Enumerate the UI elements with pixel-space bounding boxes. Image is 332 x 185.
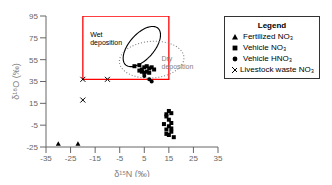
html-text:Vehicle HNO₃: Vehicle HNO₃ bbox=[243, 54, 293, 63]
svg-text:-15: -15 bbox=[89, 154, 101, 163]
svg-text:δ¹⁸O (‰): δ¹⁸O (‰) bbox=[11, 63, 21, 99]
svg-text:Drydeposition: Drydeposition bbox=[161, 55, 193, 71]
html-text:Fertilized NO₃: Fertilized NO₃ bbox=[243, 32, 293, 41]
svg-text:25: 25 bbox=[189, 154, 198, 163]
svg-text:-35: -35 bbox=[40, 154, 52, 163]
svg-text:5: 5 bbox=[142, 154, 147, 163]
svg-text:75: 75 bbox=[29, 34, 38, 43]
svg-text:35: 35 bbox=[214, 154, 223, 163]
html-text:Vehicle NO₃: Vehicle NO₃ bbox=[243, 43, 287, 52]
svg-text:15: 15 bbox=[164, 154, 173, 163]
svg-text:-5: -5 bbox=[116, 154, 124, 163]
svg-text:95: 95 bbox=[29, 12, 38, 21]
svg-text:55: 55 bbox=[29, 56, 38, 65]
svg-text:-5: -5 bbox=[31, 121, 39, 130]
html-text:Livestock waste NO₃: Livestock waste NO₃ bbox=[240, 65, 314, 74]
svg-text:-25: -25 bbox=[26, 143, 38, 152]
svg-text:Wetdeposition: Wetdeposition bbox=[90, 31, 122, 47]
svg-text:35: 35 bbox=[29, 77, 38, 86]
svg-text:15: 15 bbox=[29, 99, 38, 108]
svg-text:-25: -25 bbox=[65, 154, 77, 163]
html-text:Legend: Legend bbox=[257, 21, 287, 30]
svg-text:δ¹⁵N (‰): δ¹⁵N (‰) bbox=[114, 169, 150, 177]
